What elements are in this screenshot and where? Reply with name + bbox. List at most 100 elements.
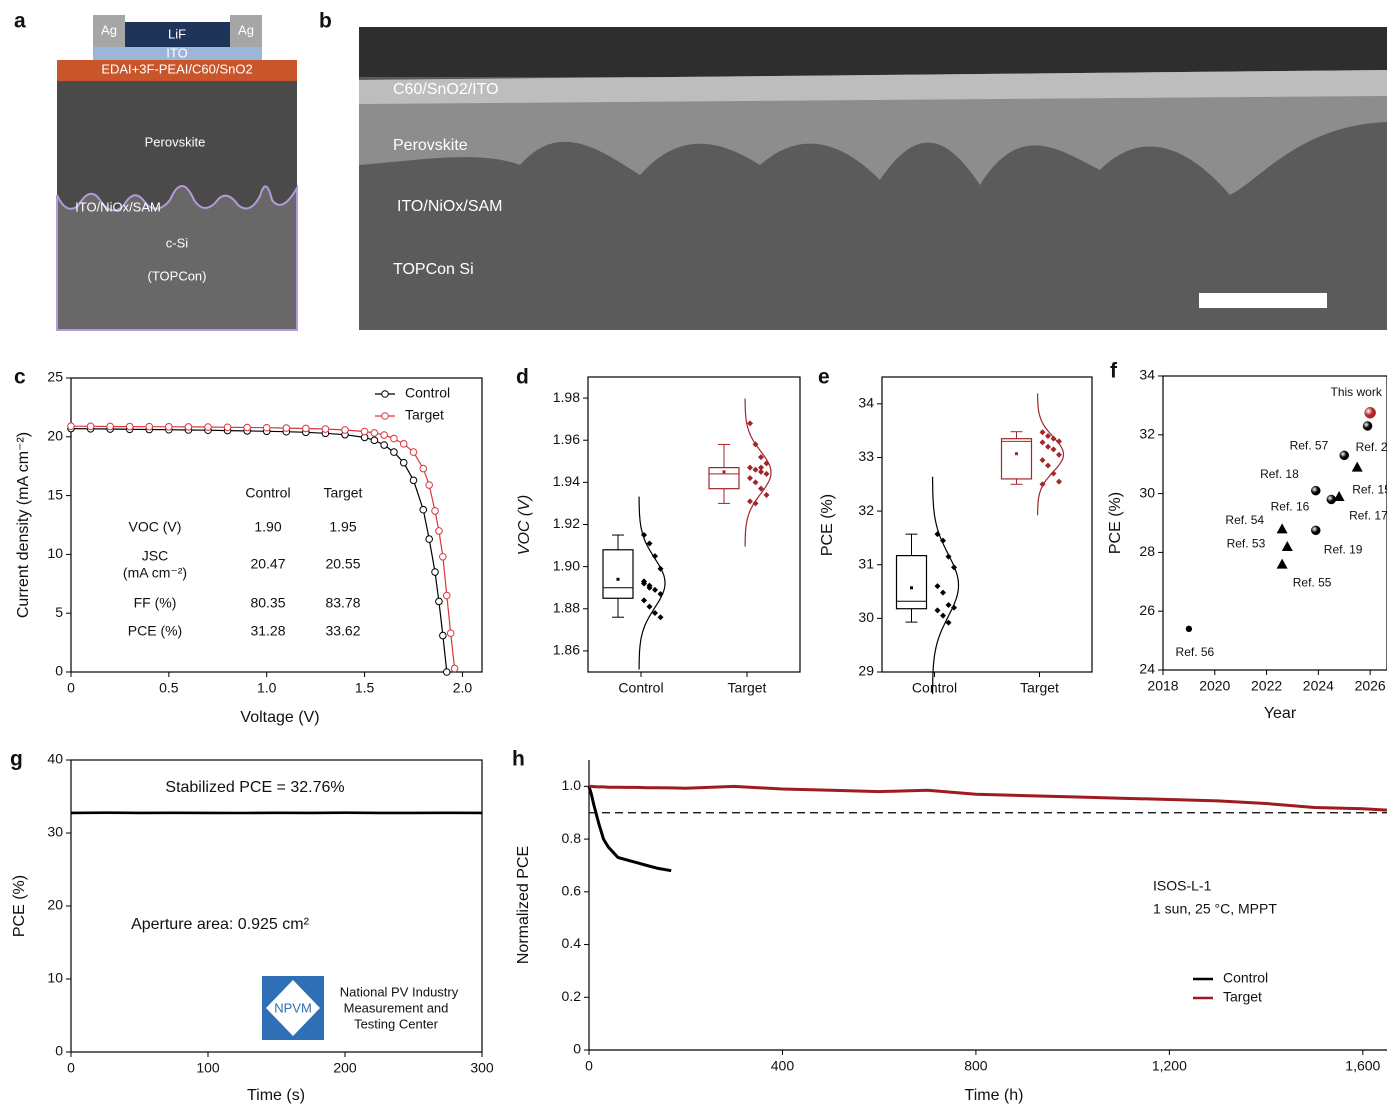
data-point xyxy=(1056,438,1062,445)
y-tick-label: 10 xyxy=(47,970,63,986)
point-label: Ref. 20 xyxy=(1356,440,1387,454)
y-tick-label: 0.6 xyxy=(562,883,582,899)
data-point xyxy=(125,422,134,431)
legend-label: Control xyxy=(1223,970,1268,986)
y-tick-label: 0.2 xyxy=(562,988,582,1004)
y-tick-label: 33 xyxy=(858,448,874,464)
point-label: Ref. 56 xyxy=(1176,645,1215,659)
mean xyxy=(616,577,620,581)
point-label: Ref. 54 xyxy=(1225,513,1264,527)
table-cell: 20.55 xyxy=(325,556,360,572)
table-header: Target xyxy=(324,485,363,501)
y-axis-title: PCE (%) xyxy=(1107,492,1124,554)
legend-label: Target xyxy=(405,407,444,423)
annotation: 1 sun, 25 °C, MPPT xyxy=(1153,901,1277,917)
panel-label: a xyxy=(14,10,26,33)
data-point xyxy=(934,607,941,614)
fit-curve xyxy=(744,398,772,547)
data-point xyxy=(450,664,459,673)
data-point xyxy=(752,500,759,507)
data-point xyxy=(1281,541,1293,552)
point-label: Ref. 17 xyxy=(1349,509,1387,523)
data-point xyxy=(758,454,764,461)
y-tick-label: 15 xyxy=(47,486,63,502)
layer-label: Perovskite xyxy=(393,137,468,154)
mean xyxy=(910,586,913,590)
annotation: ISOS-L-1 xyxy=(1153,878,1212,894)
logo-diamond xyxy=(266,980,320,1036)
y-tick-label: 0 xyxy=(573,1041,581,1057)
logo-mark: NPVM xyxy=(274,1000,312,1015)
data-point xyxy=(165,423,173,431)
x-tick-label: 1,200 xyxy=(1152,1058,1187,1074)
data-point xyxy=(1276,558,1288,569)
data-point xyxy=(435,527,443,535)
y-tick-label: 1.0 xyxy=(562,777,582,793)
data-point xyxy=(380,441,388,449)
table-cell: 83.78 xyxy=(325,595,360,611)
y-tick-label: 20 xyxy=(47,897,63,913)
box xyxy=(602,549,634,599)
x-tick-label: 0 xyxy=(585,1058,593,1074)
x-tick-label: 0 xyxy=(67,680,75,696)
parameter-table: Control Target VOC (V) 1.90 1.95 JSC (mA… xyxy=(123,485,363,639)
y-tick-label: 1.96 xyxy=(553,431,580,447)
y-tick-label: 5 xyxy=(55,604,63,620)
data-point xyxy=(223,423,232,432)
data-point xyxy=(435,597,443,606)
data-point xyxy=(439,631,447,640)
layer-label: ITO xyxy=(166,45,187,60)
y-axis-title: PCE (%) xyxy=(11,875,28,937)
y-tick-label: 34 xyxy=(1139,367,1155,383)
data-point xyxy=(1050,435,1057,442)
plot-frame xyxy=(881,376,1093,673)
annotation: Aperture area: 0.925 cm² xyxy=(131,916,310,933)
data-point xyxy=(243,423,251,432)
data-point xyxy=(390,434,398,443)
data-point xyxy=(758,464,764,471)
data-point xyxy=(641,580,647,587)
x-tick-label: Control xyxy=(912,680,957,696)
x-tick-label: 2020 xyxy=(1199,678,1230,694)
data-point xyxy=(425,481,433,489)
layer-label: Ag xyxy=(101,22,117,37)
panel-label: b xyxy=(319,10,332,33)
data-point xyxy=(370,429,379,437)
data-point xyxy=(86,422,95,431)
ag-contact xyxy=(93,15,125,47)
data-point xyxy=(409,476,418,485)
data-point xyxy=(302,424,310,433)
box xyxy=(895,555,928,610)
y-tick-label: 1.92 xyxy=(553,515,580,531)
y-tick-label: 34 xyxy=(858,395,874,411)
data-point xyxy=(1045,462,1051,469)
y-axis-title: Normalized PCE xyxy=(515,846,532,964)
data-point xyxy=(1050,446,1057,453)
y-tick-label: 30 xyxy=(1139,484,1155,500)
data-point xyxy=(399,458,408,467)
data-point xyxy=(1351,461,1363,472)
data-point xyxy=(747,420,753,427)
data-point xyxy=(1339,450,1350,461)
y-axis-title: Current density (mA cm⁻²) xyxy=(15,432,32,618)
box xyxy=(1000,438,1033,480)
panel-a: a Ag LiF Ag ITO EDAI+3F-PEAI/C60/SnO2 Pe… xyxy=(14,10,298,331)
data-point xyxy=(399,440,408,448)
y-tick-label: 10 xyxy=(47,545,63,561)
data-point xyxy=(1364,407,1376,419)
legend-label: Control xyxy=(405,385,450,401)
legend-marker xyxy=(381,390,389,398)
y-tick-label: 32 xyxy=(1139,426,1155,442)
data-point xyxy=(1045,433,1051,439)
y-tick-label: 32 xyxy=(858,502,874,518)
layer-label: Perovskite xyxy=(145,134,206,149)
plot-frame xyxy=(70,377,483,673)
data-point xyxy=(646,603,653,610)
y-tick-label: 1.94 xyxy=(553,473,580,489)
y-tick-label: 30 xyxy=(47,824,63,840)
x-tick-label: Control xyxy=(618,680,663,696)
data-point xyxy=(380,431,388,439)
fit-curve xyxy=(638,496,666,670)
point-label: Ref. 18 xyxy=(1260,467,1299,481)
panel-label: e xyxy=(818,366,830,389)
